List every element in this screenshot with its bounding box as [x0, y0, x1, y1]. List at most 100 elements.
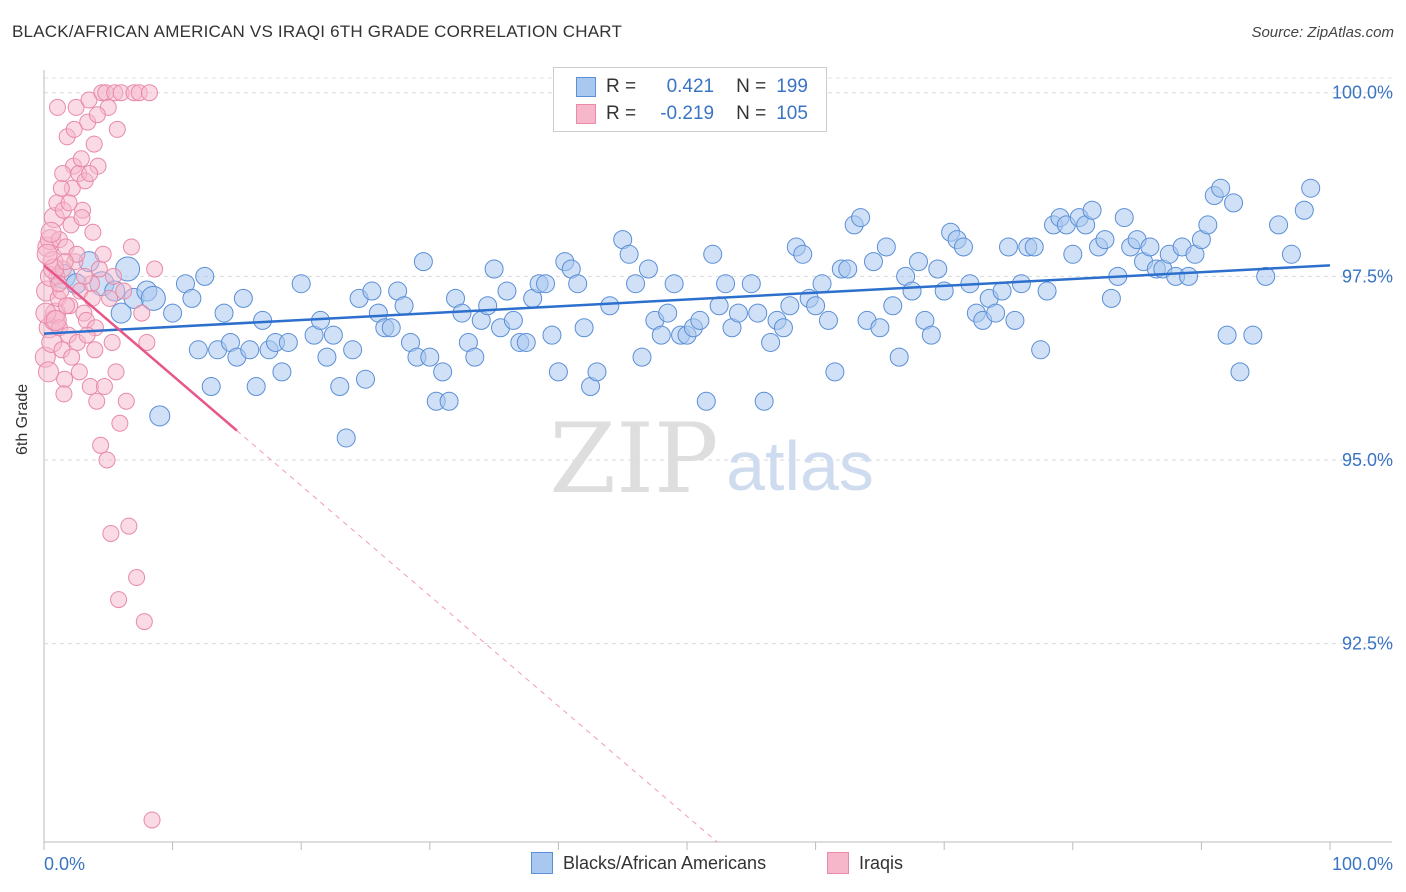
blacks-point	[838, 259, 858, 279]
iraqis-point	[76, 267, 94, 285]
iraqis-point	[107, 363, 125, 381]
iraqis-point	[56, 370, 74, 388]
blacks-point	[503, 310, 523, 330]
blacks-point	[638, 259, 658, 279]
iraqis-point	[54, 165, 72, 182]
blacks-point	[1243, 325, 1263, 345]
legend-row-pink: R = -0.219 N = 105	[576, 102, 808, 126]
iraqis-point	[49, 98, 67, 116]
y-axis-label: 6th Grade	[14, 383, 31, 455]
iraqis-point	[128, 569, 146, 587]
iraqis-point	[111, 414, 129, 432]
blacks-point	[140, 285, 166, 311]
iraqis-point	[103, 333, 121, 351]
legend-label-iraqis: Iraqis	[859, 852, 904, 873]
blacks-point	[548, 362, 568, 382]
blacks-point	[1179, 266, 1199, 286]
blacks-point	[1114, 208, 1134, 228]
blacks-point	[574, 318, 594, 338]
blacks-point	[394, 296, 414, 316]
iraqis-point	[58, 297, 76, 315]
blue-swatch	[576, 77, 596, 97]
iraqis-point	[88, 106, 106, 124]
blacks-point	[1224, 193, 1244, 213]
blacks-point	[497, 281, 517, 301]
r-label: R =	[606, 103, 637, 124]
blacks-point	[465, 347, 485, 367]
blacks-point	[728, 303, 748, 323]
blacks-point	[664, 274, 684, 294]
blacks-point	[690, 310, 710, 330]
iraqis-point	[72, 150, 90, 168]
blacks-point	[452, 303, 472, 323]
blacks-point	[1095, 230, 1115, 250]
iraqis-point	[52, 179, 70, 197]
iraqis-point	[36, 243, 58, 265]
iraqis-point	[120, 517, 138, 535]
iraqis-point	[81, 378, 99, 396]
iraqis-point	[81, 165, 99, 182]
watermark-zip: ZIP	[549, 403, 718, 515]
y-tick-label: 92.5%	[1342, 634, 1393, 654]
blacks-point	[478, 296, 498, 316]
blacks-point	[748, 303, 768, 323]
iraqis-point	[146, 260, 164, 278]
iraqis-point	[135, 613, 153, 631]
iraqis-point	[122, 238, 140, 256]
blacks-point	[889, 347, 909, 367]
blacks-point	[883, 296, 903, 316]
blacks-point	[953, 237, 973, 257]
blacks-point	[214, 303, 234, 323]
blacks-point	[433, 362, 453, 382]
blacks-point	[619, 244, 639, 264]
blacks-point	[928, 259, 948, 279]
iraqis-point	[133, 304, 151, 322]
iraqis-point	[86, 341, 104, 359]
iraqis-point	[56, 253, 74, 271]
blacks-point	[420, 347, 440, 367]
blacks-point	[362, 281, 382, 301]
pink-n-value: 105	[776, 103, 808, 124]
iraqis-point	[60, 194, 78, 212]
n-label: N =	[736, 76, 767, 97]
correlation-legend: R = 0.421 N = 199 R = -0.219 N = 105	[553, 67, 827, 132]
blacks-point	[317, 347, 337, 367]
pink-swatch	[576, 104, 596, 124]
blacks-point	[1082, 200, 1102, 220]
blacks-point	[876, 237, 896, 257]
blacks-point	[536, 274, 556, 294]
blacks-swatch	[531, 852, 553, 874]
iraqis-swatch	[827, 852, 849, 874]
blacks-point	[986, 303, 1006, 323]
n-label: N =	[736, 103, 767, 124]
iraqis-point	[110, 591, 128, 609]
blue-r-value: 0.421	[666, 76, 715, 97]
blacks-point	[201, 377, 221, 397]
iraqis-point	[38, 361, 60, 383]
blacks-point	[921, 325, 941, 345]
iraqis-point	[80, 91, 98, 109]
iraqis-point	[63, 348, 81, 366]
iraqis-trendline	[43, 264, 238, 432]
blacks-point	[902, 281, 922, 301]
iraqis-point	[92, 436, 110, 454]
blacks-point	[195, 266, 215, 286]
iraqis-point	[108, 120, 126, 138]
iraqis-point	[95, 378, 113, 396]
blacks-point	[626, 274, 646, 294]
iraqis-point	[115, 282, 133, 300]
iraqis-point	[98, 451, 116, 469]
iraqis-point	[143, 811, 161, 829]
blacks-point	[1198, 215, 1218, 235]
iraqis-point	[73, 209, 91, 227]
blacks-point	[1005, 310, 1025, 330]
iraqis-point	[101, 289, 119, 307]
blacks-point	[703, 244, 723, 264]
blacks-point	[1101, 288, 1121, 308]
blacks-point	[1281, 244, 1301, 264]
blacks-point	[163, 303, 183, 323]
iraqis-point	[94, 245, 112, 263]
blacks-point	[1063, 244, 1083, 264]
blacks-point	[516, 332, 536, 352]
